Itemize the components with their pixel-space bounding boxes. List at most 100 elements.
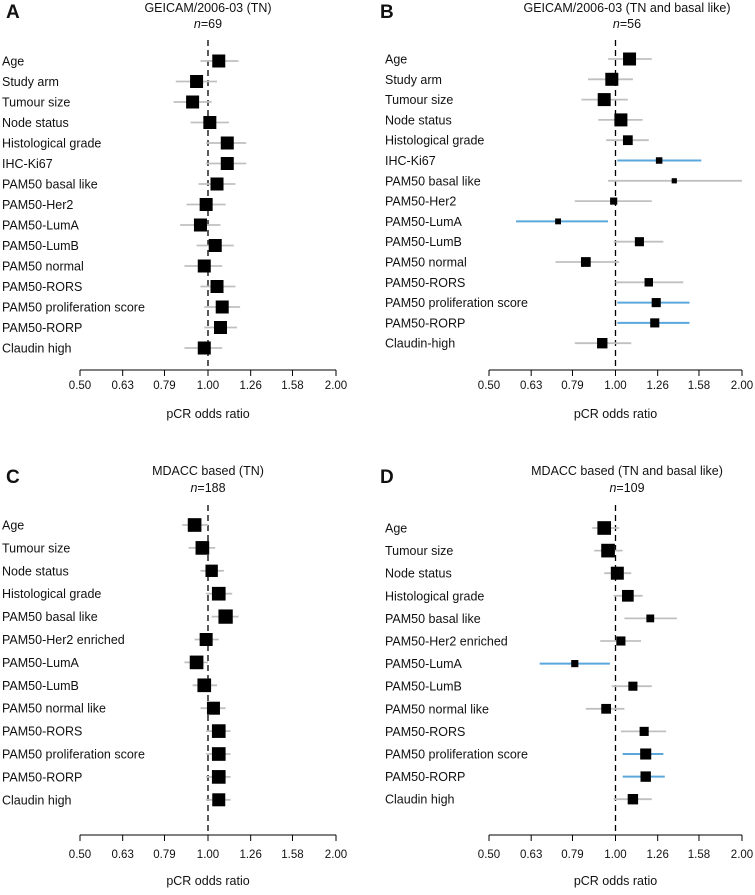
odds-ratio-marker <box>646 614 655 623</box>
forest-row: Histological grade <box>385 134 649 148</box>
row-label: Histological grade <box>385 134 484 148</box>
odds-ratio-marker <box>597 521 612 535</box>
forest-row: PAM50-LumA <box>2 218 221 233</box>
odds-ratio-marker <box>639 726 649 736</box>
row-label: PAM50 normal <box>385 256 467 270</box>
panel-title: GEICAM/2006-03 (TN) <box>144 1 271 15</box>
odds-ratio-marker <box>614 113 628 127</box>
odds-ratio-marker <box>622 135 633 146</box>
odds-ratio-marker <box>193 218 207 232</box>
row-label: PAM50-RORS <box>385 725 465 739</box>
odds-ratio-marker <box>206 701 220 715</box>
x-axis-title: pCR odds ratio <box>574 874 657 888</box>
forest-row: IHC-Ki67 <box>2 157 247 171</box>
row-label: Age <box>385 53 407 67</box>
forest-row: Tumour size <box>385 543 623 558</box>
row-label: Histological grade <box>2 137 101 151</box>
forest-row: PAM50-RORS <box>2 280 236 294</box>
forest-row: Study arm <box>2 75 218 89</box>
forest-row: PAM50 proliferation score <box>385 296 690 310</box>
forest-row: PAM50 normal like <box>2 701 226 716</box>
odds-ratio-marker <box>208 239 222 252</box>
forest-row: Age <box>2 54 239 69</box>
x-tick-label: 1.58 <box>688 849 710 861</box>
odds-ratio-marker <box>211 770 226 784</box>
odds-ratio-marker <box>210 177 224 191</box>
forest-row: PAM50-LumA <box>2 655 208 670</box>
forest-row: PAM50-RORP <box>2 321 237 335</box>
forest-row: IHC-Ki67 <box>385 154 702 168</box>
forest-row: Node status <box>2 564 224 578</box>
row-label: PAM50-LumB <box>2 679 79 693</box>
forest-row: PAM50-LumA <box>385 215 609 229</box>
row-label: PAM50 proliferation score <box>385 748 528 762</box>
odds-ratio-marker <box>640 771 651 782</box>
sample-size-symbol: n <box>609 481 616 495</box>
row-label: Tumour size <box>2 541 70 555</box>
forest-row: PAM50-Her2 <box>2 198 226 212</box>
row-label: Node status <box>2 564 69 578</box>
x-tick-label: 1.00 <box>197 380 219 392</box>
x-tick-label: 1.26 <box>239 849 261 861</box>
row-label: PAM50 normal like <box>385 702 489 716</box>
forest-row: PAM50-RORS <box>385 725 667 739</box>
row-label: PAM50-RORP <box>2 770 82 784</box>
x-tick-label: 1.58 <box>688 380 710 392</box>
forest-row: PAM50 proliferation score <box>2 300 241 315</box>
x-tick-label: 1.58 <box>281 380 303 392</box>
forest-row: PAM50-LumB <box>2 239 234 253</box>
forest-row: PAM50 proliferation score <box>385 748 664 762</box>
sample-size-label: n=188 <box>190 481 225 495</box>
odds-ratio-marker <box>187 518 202 532</box>
x-tick-label: 0.79 <box>153 849 175 861</box>
row-label: PAM50-Her2 <box>385 195 456 209</box>
sample-size-symbol: n <box>190 481 197 495</box>
odds-ratio-marker <box>651 298 661 308</box>
sample-size-value: =188 <box>197 481 225 495</box>
forest-row: Claudin high <box>2 341 223 356</box>
row-label: PAM50 basal like <box>2 610 98 624</box>
forest-row: Study arm <box>385 72 633 87</box>
row-label: Study arm <box>385 73 442 87</box>
x-tick-label: 0.63 <box>520 849 542 861</box>
panel-title: GEICAM/2006-03 (TN and basal like) <box>523 1 730 15</box>
sample-size-label: n=56 <box>613 17 641 31</box>
odds-ratio-marker <box>655 157 663 164</box>
odds-ratio-marker <box>605 72 619 86</box>
row-label: PAM50-RORS <box>2 725 82 739</box>
row-label: IHC-Ki67 <box>385 154 436 168</box>
forest-row: PAM50-LumB <box>385 235 664 249</box>
row-label: PAM50-RORS <box>385 276 465 290</box>
odds-ratio-marker <box>211 747 226 761</box>
x-tick-label: 1.58 <box>281 849 303 861</box>
row-label: PAM50 basal like <box>385 612 481 626</box>
odds-ratio-marker <box>621 589 634 602</box>
panel-letter: D <box>380 467 394 488</box>
odds-ratio-marker <box>190 75 204 88</box>
forest-row: Tumour size <box>2 95 212 110</box>
odds-ratio-marker <box>205 564 218 577</box>
forest-row: PAM50 basal like <box>385 612 677 626</box>
odds-ratio-marker <box>195 541 210 555</box>
row-label: Node status <box>2 116 69 130</box>
forest-row: PAM50-RORS <box>385 276 684 290</box>
odds-ratio-marker <box>597 338 608 349</box>
odds-ratio-marker <box>210 280 224 293</box>
row-label: PAM50 proliferation score <box>2 301 145 315</box>
forest-row: PAM50-RORP <box>385 316 690 330</box>
row-label: PAM50 basal like <box>2 178 98 192</box>
row-label: Histological grade <box>385 589 484 603</box>
odds-ratio-marker <box>623 52 637 66</box>
forest-row: PAM50-LumB <box>2 678 218 693</box>
odds-ratio-marker <box>616 636 626 646</box>
odds-ratio-marker <box>211 586 226 601</box>
x-tick-label: 0.79 <box>153 380 175 392</box>
x-tick-label: 0.63 <box>111 380 133 392</box>
odds-ratio-marker <box>197 259 211 273</box>
row-label: PAM50-LumA <box>385 215 463 229</box>
x-tick-label: 1.00 <box>604 849 626 861</box>
x-axis-title: pCR odds ratio <box>574 407 657 421</box>
panel-title: MDACC based (TN) <box>152 464 264 478</box>
x-tick-label: 1.26 <box>646 849 668 861</box>
panel-a: A GEICAM/2006-03 (TN) n=69 Age Study arm Tumo… <box>2 1 347 421</box>
